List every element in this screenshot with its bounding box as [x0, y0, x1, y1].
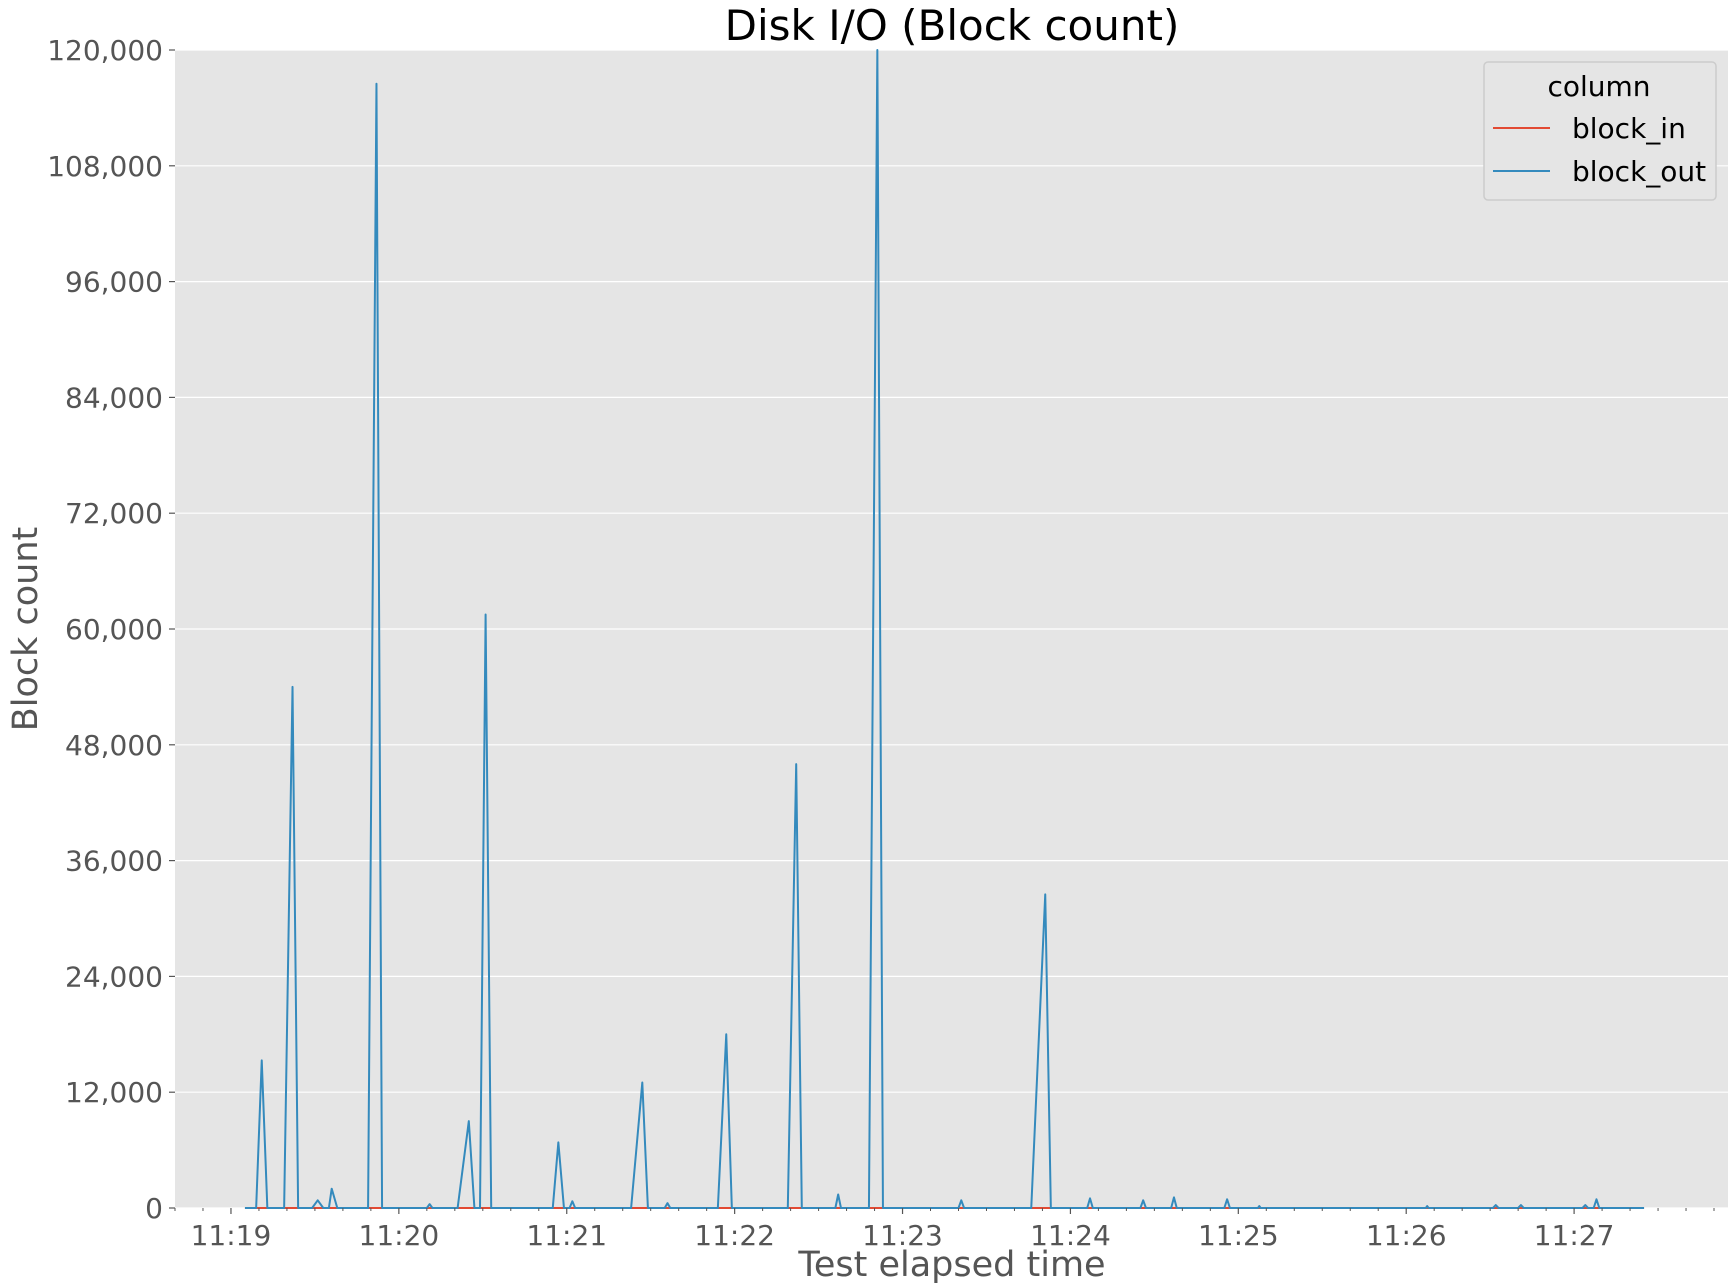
- y-tick-label: 84,000: [65, 381, 163, 414]
- y-tick-label: 0: [145, 1192, 163, 1225]
- x-tick-label: 11:22: [694, 1219, 775, 1252]
- legend: column block_in block_out: [1483, 61, 1717, 201]
- x-axis-title: Test elapsed time: [797, 1245, 1105, 1285]
- legend-label-block-in: block_in: [1572, 112, 1686, 145]
- x-tick-label: 11:23: [862, 1219, 943, 1252]
- y-tick-label: 120,000: [47, 34, 163, 67]
- chart-title: Disk I/O (Block count): [725, 1, 1180, 50]
- legend-box: [1483, 61, 1717, 201]
- x-tick-label: 11:27: [1534, 1219, 1615, 1252]
- y-tick-label: 108,000: [47, 150, 163, 183]
- y-tick-label: 24,000: [65, 960, 163, 993]
- y-tick-label: 12,000: [65, 1076, 163, 1109]
- y-grid: [175, 49, 1728, 1209]
- x-axis: 11:19 11:20 11:21 11:22 11:23 11:24 11:25 11:26…: [174, 1208, 1715, 1252]
- y-tick-label: 60,000: [65, 613, 163, 646]
- y-tick-label: 36,000: [65, 845, 163, 878]
- x-tick-label: 11:21: [526, 1219, 607, 1252]
- x-tick-label: 11:24: [1030, 1219, 1111, 1252]
- legend-title: column: [1547, 70, 1650, 103]
- x-tick-label: 11:20: [359, 1219, 440, 1252]
- y-tick-label: 72,000: [65, 497, 163, 530]
- legend-label-block-out: block_out: [1572, 155, 1706, 188]
- y-tick-label: 96,000: [65, 266, 163, 299]
- y-axis-title: Block count: [6, 527, 46, 732]
- x-tick-label: 11:19: [191, 1219, 272, 1252]
- x-tick-label: 11:25: [1198, 1219, 1279, 1252]
- x-tick-label: 11:26: [1366, 1219, 1447, 1252]
- y-tick-label: 48,000: [65, 729, 163, 762]
- y-axis: 0 12,000 24,000 36,000 48,000 60,000 72,000 84,…: [47, 34, 175, 1225]
